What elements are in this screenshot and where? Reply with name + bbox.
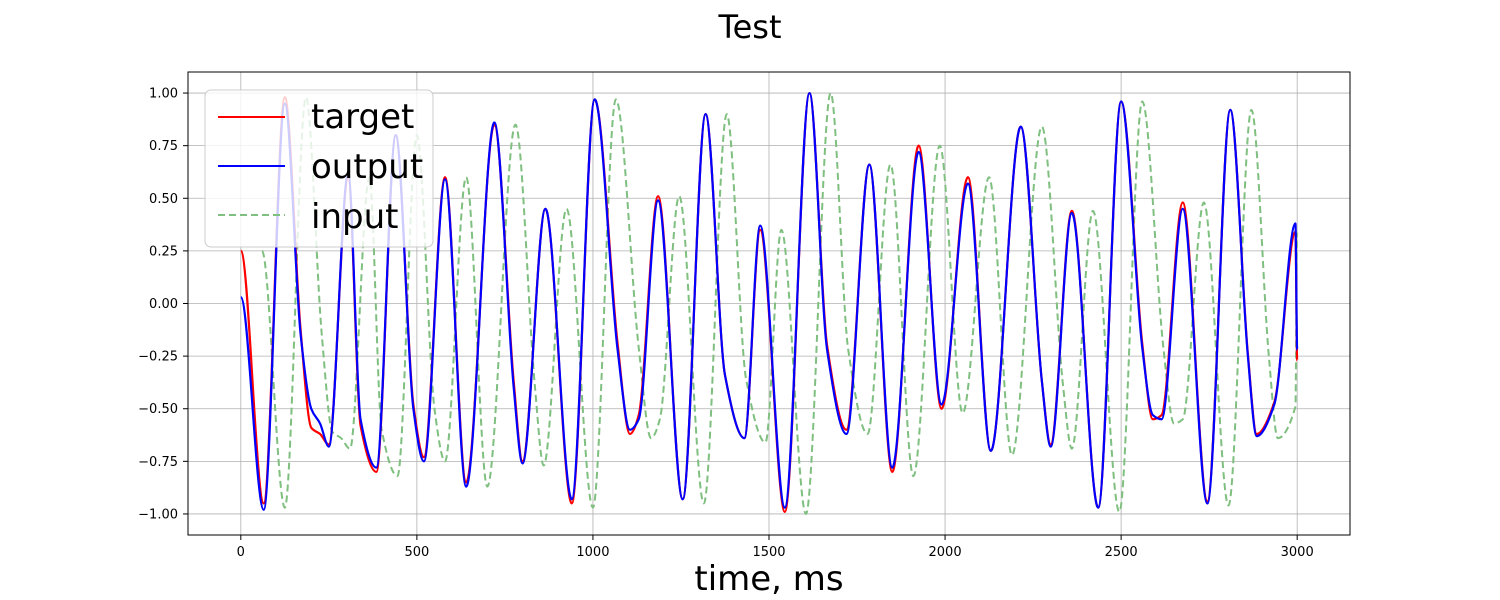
x-tick-label: 0: [237, 545, 245, 560]
axis-ticks: 0 500 1000 1500 2000 2500 3000 −1.00 −0.75 −0.50 −…: [138, 87, 1314, 560]
x-tick-label: 2500: [1105, 545, 1138, 560]
legend-box: [204, 89, 434, 248]
y-tick-label: 0.00: [149, 297, 178, 312]
x-tick-label: 500: [404, 545, 429, 560]
x-tick-label: 1500: [752, 545, 785, 560]
y-tick-label: 0.50: [149, 192, 178, 207]
y-tick-label: 0.25: [149, 244, 178, 259]
legend: target output input: [204, 89, 434, 248]
legend-label-input: input: [311, 197, 398, 237]
y-tick-label: 1.00: [149, 87, 178, 102]
x-tick-label: 1000: [576, 545, 609, 560]
y-tick-label: −0.50: [138, 402, 178, 417]
y-tick-label: −0.25: [138, 350, 178, 365]
x-tick-label: 2000: [929, 545, 962, 560]
x-tick-label: 3000: [1281, 545, 1314, 560]
legend-label-target: target: [311, 97, 414, 137]
y-tick-label: −1.00: [138, 507, 178, 522]
x-axis-label: time, ms: [694, 559, 843, 599]
y-tick-label: 0.75: [149, 139, 178, 154]
grid-lines: [188, 72, 1350, 535]
y-tick-label: −0.75: [138, 455, 178, 470]
chart-title: Test: [717, 8, 781, 46]
legend-label-output: output: [311, 147, 423, 187]
